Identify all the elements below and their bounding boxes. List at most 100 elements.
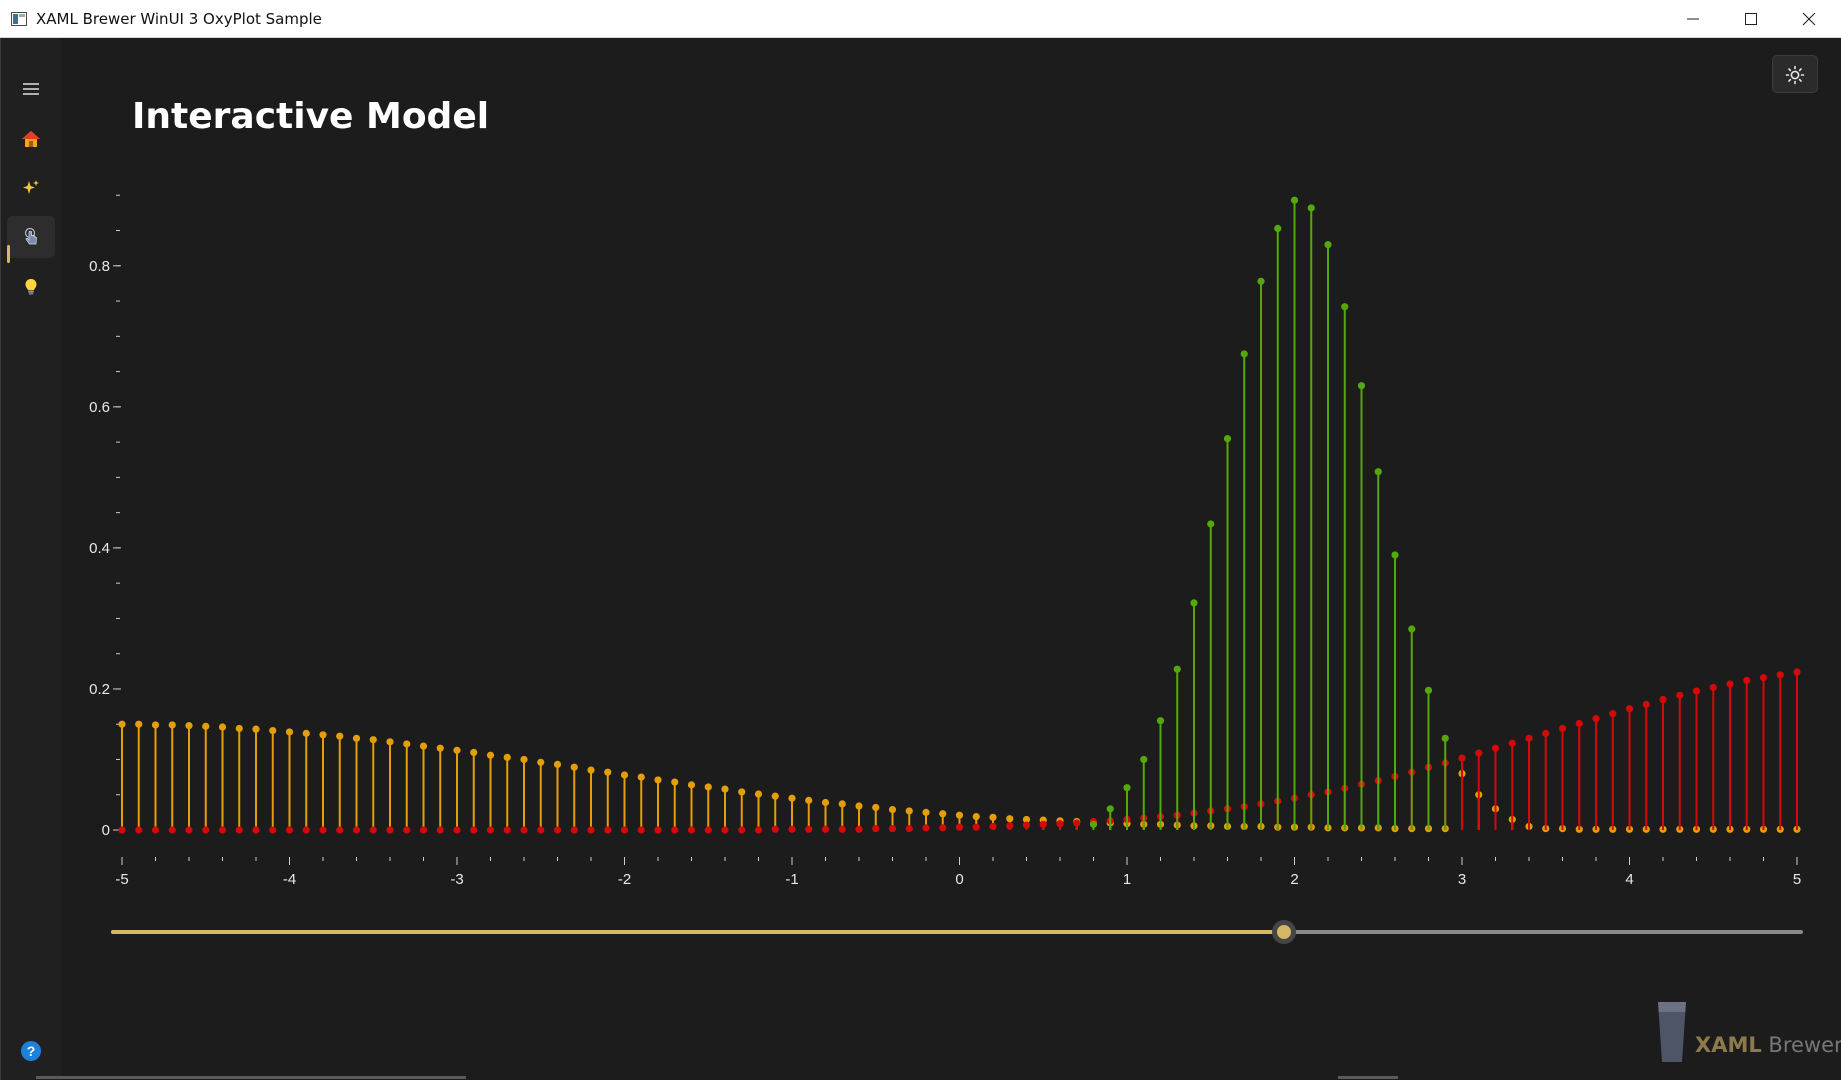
nav-effects-button[interactable] [7, 167, 55, 209]
touch-hand-icon [24, 227, 37, 245]
stem-point [235, 724, 243, 733]
stem-point [1073, 819, 1081, 827]
stem-point [771, 825, 779, 833]
stem-point [1793, 668, 1801, 676]
horizontal-scroll-indicator[interactable] [36, 1076, 466, 1079]
app-icon [11, 12, 27, 26]
page-title: Interactive Model [132, 96, 490, 137]
stem-point [1558, 724, 1567, 733]
stem-point [235, 826, 243, 834]
stem-point [1692, 687, 1701, 695]
nav-home-button[interactable] [7, 118, 55, 160]
stem-point [805, 825, 813, 833]
stem-point [403, 740, 411, 748]
series-red [118, 668, 1801, 834]
slider-thumb[interactable] [1271, 920, 1296, 944]
stem-point [955, 811, 964, 819]
stem-point [336, 732, 344, 740]
stem-point [486, 826, 495, 834]
series-green [1089, 196, 1449, 830]
stem-point [771, 792, 779, 800]
stem-point [319, 731, 327, 739]
model-slider[interactable] [111, 920, 1803, 944]
horizontal-scroll-indicator-right[interactable] [1338, 1076, 1398, 1079]
stem-point [939, 810, 947, 818]
y-tick-label: 0 [102, 822, 110, 839]
stem-point [1207, 520, 1215, 528]
stem-point [1508, 739, 1516, 747]
stem-point [503, 826, 511, 834]
stem-point [855, 802, 863, 810]
nav-ideas-button[interactable] [7, 266, 55, 308]
x-tick-label: -4 [283, 871, 296, 888]
stem-point [319, 826, 327, 834]
stem-point [1592, 714, 1600, 723]
stem-point [419, 826, 428, 834]
close-button[interactable] [1780, 0, 1838, 38]
stem-point [1458, 754, 1466, 762]
stem-point [955, 823, 964, 831]
stem-point [1223, 434, 1232, 443]
stem-point [1726, 680, 1734, 688]
xaml-brewer-logo: XAML Brewer [1655, 1000, 1841, 1064]
maximize-button[interactable] [1722, 0, 1780, 38]
stem-point [486, 751, 495, 759]
stem-point [1290, 196, 1299, 204]
stem-point [386, 738, 394, 746]
stem-point [1257, 277, 1265, 285]
stem-point [1441, 734, 1449, 742]
stem-point [972, 823, 980, 831]
stem-point [453, 826, 461, 834]
stem-point [1022, 815, 1031, 824]
maximize-icon [1745, 13, 1757, 25]
stem-point [855, 825, 863, 833]
stem-point [1642, 700, 1650, 709]
stem-point [1743, 676, 1751, 685]
stem-point [419, 742, 428, 750]
navigation-rail: ? [0, 38, 60, 1080]
y-tick-label: 0.2 [89, 681, 110, 698]
theme-toggle-button[interactable] [1772, 55, 1818, 93]
stem-point [939, 824, 947, 832]
stem-point [369, 826, 377, 834]
home-icon [22, 131, 40, 147]
x-tick-label: -2 [618, 871, 631, 888]
minimize-icon [1687, 18, 1699, 20]
stem-point [352, 826, 361, 834]
stem-point [151, 721, 160, 729]
stem-point [989, 813, 997, 821]
stem-point [1374, 468, 1382, 476]
stem-point [1575, 719, 1583, 728]
x-tick-label: 2 [1290, 871, 1298, 888]
stem-point [352, 734, 361, 742]
stem-point [1006, 815, 1014, 823]
stem-point [754, 826, 763, 834]
stem-point [151, 826, 160, 834]
stem-point [1190, 599, 1198, 607]
stem-point [553, 760, 562, 769]
stem-point [721, 785, 729, 793]
stem-point [620, 826, 629, 834]
stem-point [1173, 665, 1181, 673]
stem-point [872, 803, 880, 812]
glass-icon [1658, 1002, 1686, 1062]
stem-point [1475, 749, 1483, 757]
help-icon[interactable]: ? [20, 1040, 42, 1062]
stem-point [1709, 683, 1717, 692]
stem-point [1776, 671, 1784, 679]
nav-interactive-button[interactable] [7, 216, 55, 258]
stem-point [269, 826, 277, 834]
svg-text:?: ? [27, 1043, 36, 1059]
minimize-button[interactable] [1664, 0, 1722, 38]
stem-point [503, 753, 511, 761]
stem-point [905, 824, 913, 833]
sparkles-icon [23, 180, 39, 194]
stem-point [738, 788, 746, 796]
stem-point [1659, 695, 1667, 704]
stem-point [1408, 625, 1416, 633]
stem-point [704, 826, 712, 834]
nav-menu-button[interactable] [7, 68, 55, 110]
stem-point [553, 826, 562, 834]
x-tick-label: 4 [1625, 871, 1633, 888]
